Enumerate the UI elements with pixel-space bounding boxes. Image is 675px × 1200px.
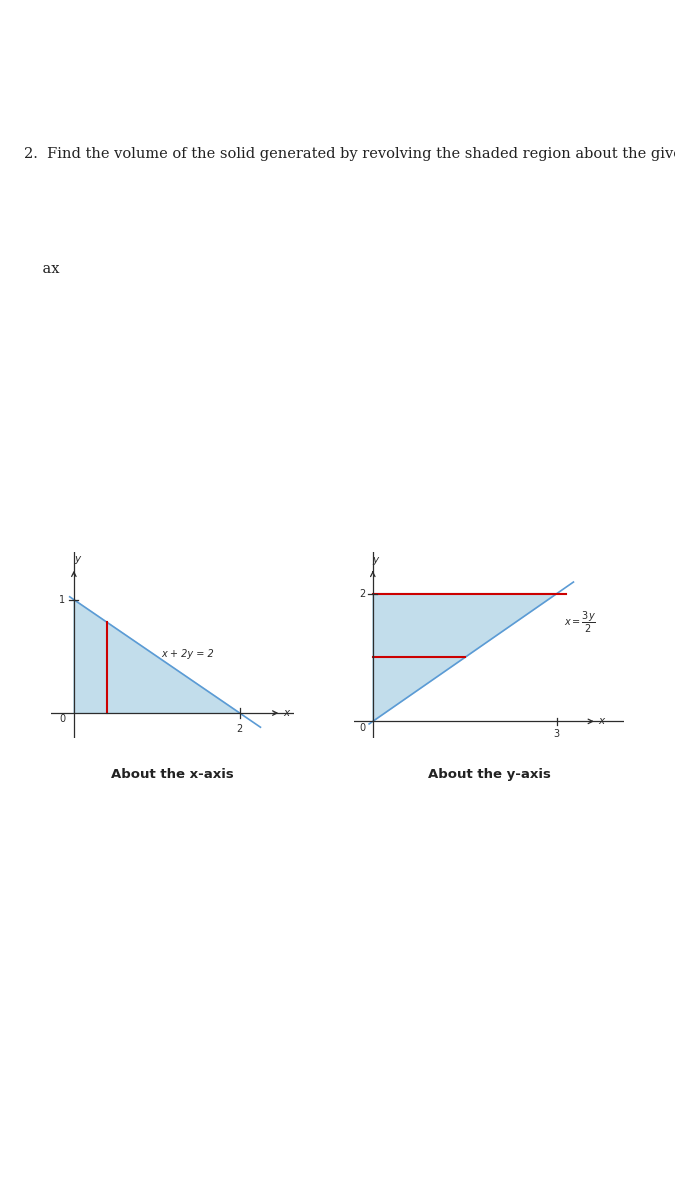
Polygon shape: [373, 594, 557, 721]
Text: 0: 0: [59, 714, 65, 724]
Polygon shape: [74, 600, 240, 713]
Text: x: x: [283, 708, 289, 718]
Text: y: y: [372, 554, 378, 565]
Text: y: y: [74, 554, 80, 564]
Text: x: x: [599, 716, 605, 726]
Text: 2: 2: [359, 588, 365, 599]
Text: 2.  Find the volume of the solid generated by revolving the shaded region about : 2. Find the volume of the solid generate…: [24, 146, 675, 161]
Text: $x = \dfrac{3y}{2}$: $x = \dfrac{3y}{2}$: [564, 610, 596, 635]
Text: About the x-axis: About the x-axis: [111, 768, 234, 781]
Text: 3: 3: [554, 730, 560, 739]
Text: x + 2y = 2: x + 2y = 2: [161, 649, 214, 659]
Text: About the y-axis: About the y-axis: [428, 768, 551, 781]
Text: 1: 1: [59, 595, 65, 605]
Text: 0: 0: [359, 722, 365, 733]
Text: 2: 2: [237, 725, 243, 734]
Text: ax: ax: [24, 263, 59, 276]
